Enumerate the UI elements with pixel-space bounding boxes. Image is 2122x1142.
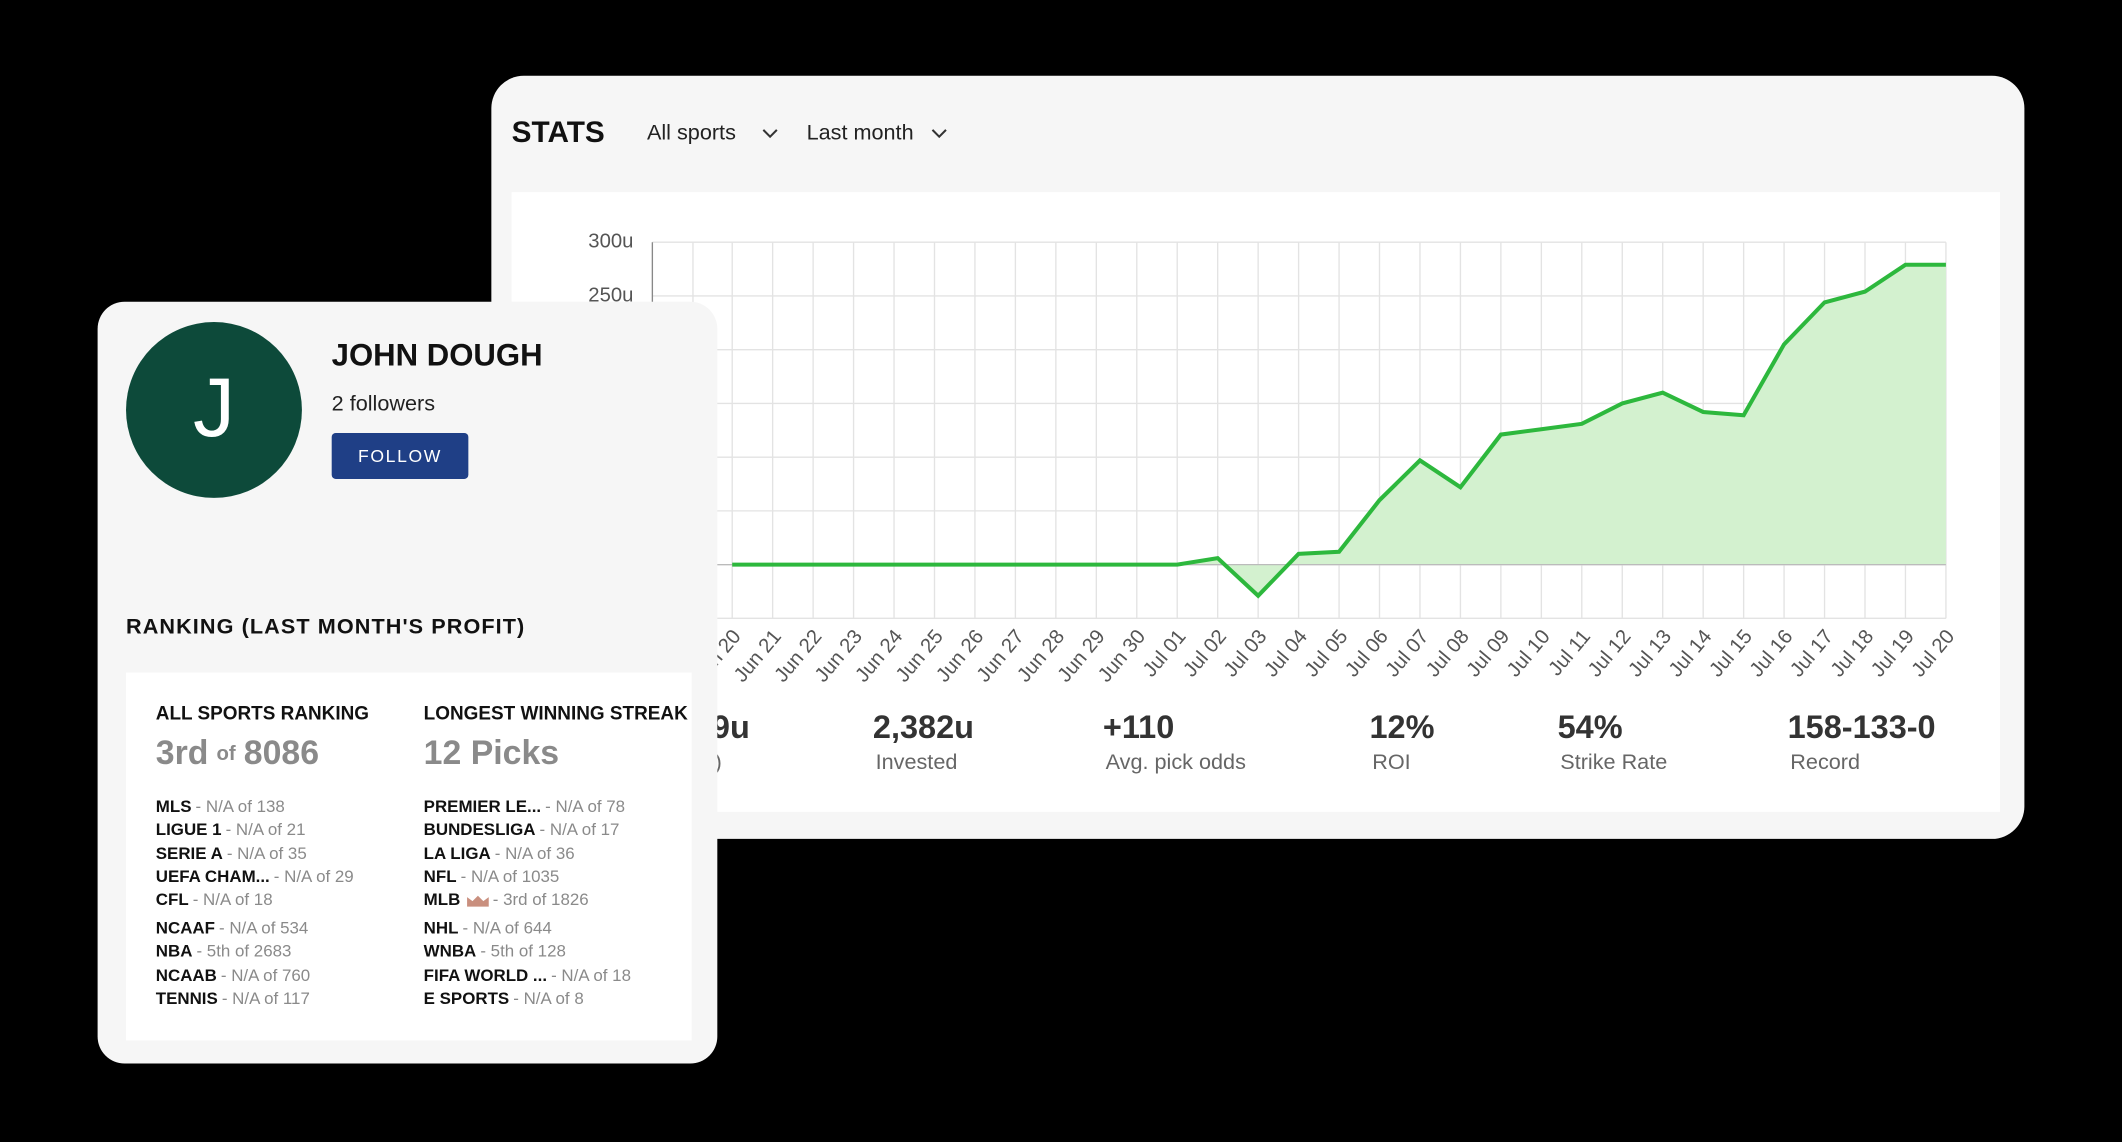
sport-name: BUNDESLIGA — [424, 820, 536, 839]
stat-value: 12% — [1370, 709, 1435, 745]
sport-rank: - 5th of 2683 — [196, 942, 291, 961]
ranking-value: 3rd of 8086 — [156, 734, 319, 772]
profile-card: J JOHN DOUGH 2 followers FOLLOW RANKING … — [97, 301, 718, 1064]
ranking-item: LA LIGA - N/A of 36 — [424, 845, 575, 864]
sport-rank: - N/A of 1035 — [461, 868, 560, 887]
sport-name: PREMIER LE... — [424, 797, 541, 816]
sport-rank: - N/A of 8 — [513, 989, 583, 1008]
rank-of: of — [217, 743, 236, 765]
sport-name: LIGUE 1 — [156, 820, 222, 839]
stat-label: Strike Rate — [1560, 749, 1667, 774]
stat-label: Avg. pick odds — [1106, 749, 1246, 774]
ranking-item: LIGUE 1- N/A of 21 — [156, 820, 306, 839]
sport-rank: - N/A of 21 — [226, 820, 306, 839]
sport-rank: - N/A of 36 — [495, 845, 575, 864]
ranking-item: NCAAF - N/A of 534 — [156, 919, 309, 938]
sport-name: LA LIGA — [424, 845, 491, 864]
sport-rank: - N/A of 29 — [274, 868, 354, 887]
ranking-item: SERIE A- N/A of 35 — [156, 845, 307, 864]
profile-name: JOHN DOUGH — [332, 337, 543, 372]
sport-name: SERIE A — [156, 845, 223, 864]
stat-value: 2,382u — [873, 709, 974, 745]
sport-name: NHL — [424, 919, 459, 938]
stat-label: Invested — [876, 749, 958, 774]
sport-filter[interactable]: All sports — [647, 120, 736, 145]
ranking-item: NFL - N/A of 1035 — [424, 868, 560, 887]
followers: 2 followers — [332, 390, 436, 415]
sport-name: TENNIS — [156, 989, 218, 1008]
stat-label: Record — [1790, 749, 1860, 774]
rank: 3rd — [156, 734, 209, 772]
sport-rank: - N/A of 117 — [222, 989, 310, 1008]
chevron — [931, 129, 947, 139]
y-tick-label: 300u — [588, 231, 633, 253]
ranking-item: E SPORTS - N/A of 8 — [424, 989, 584, 1008]
sport-rank: - 3rd of 1826 — [493, 891, 589, 910]
sport-rank: - N/A of 35 — [227, 845, 307, 864]
sport-name: WNBA — [424, 942, 477, 961]
avatar-initial: J — [193, 360, 235, 454]
follow-label[interactable]: FOLLOW — [358, 446, 442, 466]
stat-label: ) — [715, 749, 722, 774]
stat-value: 54% — [1558, 709, 1623, 745]
ranking-item: MLB - 3rd of 1826 — [424, 891, 589, 910]
ranking-box — [126, 672, 692, 1041]
sport-name: MLS — [156, 797, 192, 816]
ranking-item: FIFA WORLD ... - N/A of 18 — [424, 966, 631, 985]
ranking-item: CFL - N/A of 18 — [156, 891, 273, 910]
sport-name: NCAAB — [156, 966, 217, 985]
rank: 12 Picks — [424, 734, 559, 772]
line — [732, 262, 1946, 599]
sport-name: MLB — [424, 891, 461, 910]
avatar — [126, 322, 302, 498]
ranking-item: BUNDESLIGA - N/A of 17 — [424, 820, 620, 839]
y-tick-label: 250u — [588, 284, 633, 306]
ranking-item: NBA - 5th of 2683 — [156, 942, 292, 961]
crown-icon — [467, 895, 489, 907]
ranking-value: 12 Picks — [424, 734, 559, 772]
sport-name: NCAAF — [156, 919, 215, 938]
sport-rank: - N/A of 644 — [463, 919, 552, 938]
area — [732, 264, 1946, 596]
period-filter[interactable]: Last month — [807, 120, 914, 145]
ranking-item: NHL - N/A of 644 — [424, 919, 552, 938]
ranking-item: TENNIS - N/A of 117 — [156, 989, 310, 1008]
sport-rank: - N/A of 18 — [193, 891, 273, 910]
ranking-item: UEFA CHAM... - N/A of 29 — [156, 868, 354, 887]
follow-button[interactable] — [331, 432, 469, 479]
sport-name: NBA — [156, 942, 193, 961]
stat-value: 9u — [712, 709, 750, 745]
sport-name: NFL — [424, 868, 457, 887]
sport-rank: - 5th of 128 — [480, 942, 566, 961]
sport-rank: - N/A of 18 — [551, 966, 631, 985]
sport-rank: - N/A of 534 — [219, 919, 308, 938]
sport-name: UEFA CHAM... — [156, 868, 270, 887]
ranking-title: RANKING (LAST MONTH'S PROFIT) — [126, 614, 525, 639]
stat-value: +110 — [1103, 709, 1174, 745]
sport-name: CFL — [156, 891, 189, 910]
chevron — [762, 129, 778, 139]
sport-rank: - N/A of 78 — [545, 797, 625, 816]
stat-value: 158-133-0 — [1788, 709, 1936, 745]
stats-title: STATS — [512, 116, 605, 149]
ranking-item: MLS - N/A of 138 — [156, 797, 285, 816]
stats-row: 9u) 2,382u Invested +110 Avg. pick odds 12% RO… — [712, 709, 1936, 774]
sport-rank: - N/A of 760 — [221, 966, 310, 985]
ranking-header: LONGEST WINNING STREAK — [424, 703, 688, 724]
sport-name: FIFA WORLD ... — [424, 966, 547, 985]
ranking-item: WNBA - 5th of 128 — [424, 942, 566, 961]
sport-name: E SPORTS — [424, 989, 510, 1008]
ranking-item: PREMIER LE... - N/A of 78 — [424, 797, 625, 816]
sport-rank: - N/A of 17 — [540, 820, 620, 839]
ranking-item: NCAAB - N/A of 760 — [156, 966, 310, 985]
rank-total: 8086 — [244, 734, 319, 772]
ranking-header: ALL SPORTS RANKING — [156, 703, 369, 724]
sport-rank: - N/A of 138 — [196, 797, 285, 816]
stats-card: STATS All sports Last month -50u0u50u100… — [491, 75, 2025, 839]
stat-label: ROI — [1372, 749, 1410, 774]
